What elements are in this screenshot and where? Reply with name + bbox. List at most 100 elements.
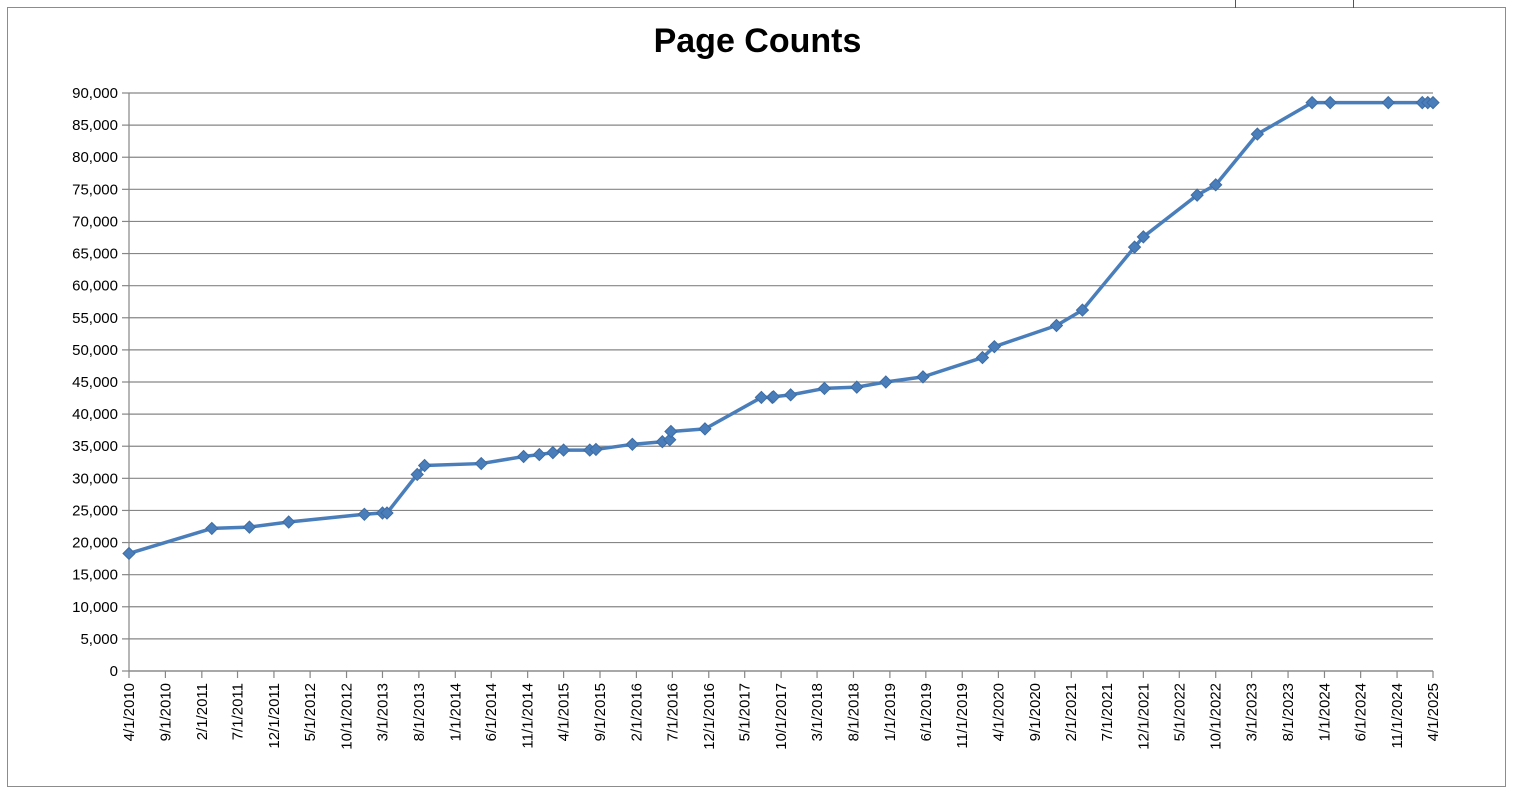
y-tick-label: 70,000 [72, 213, 118, 230]
data-point [1426, 95, 1440, 110]
series-line [127, 100, 1435, 556]
x-tick-label: 6/1/2024 [1353, 683, 1370, 741]
x-tick-label: 1/1/2024 [1316, 683, 1333, 741]
y-tick-label: 15,000 [72, 567, 118, 584]
y-tick-label: 55,000 [72, 310, 118, 327]
x-tick-label: 5/1/2017 [737, 683, 754, 741]
data-point [589, 442, 603, 457]
x-tick-label: 4/1/2025 [1425, 683, 1442, 741]
data-point [1049, 318, 1064, 333]
x-tick-label: 12/1/2021 [1135, 683, 1152, 750]
x-tick-label: 2/1/2016 [628, 683, 645, 741]
axes [122, 92, 1434, 678]
x-tick-label: 7/1/2011 [230, 683, 247, 740]
y-tick-label: 80,000 [72, 149, 118, 166]
data-point [556, 443, 571, 457]
data-point [1190, 188, 1204, 202]
x-tick-label: 11/1/2019 [954, 683, 971, 749]
x-tick-label: 11/1/2014 [520, 683, 537, 749]
y-tick-labels: 0 5,000 10,000 15,000 20,000 25,000 30,000 35,0… [72, 85, 118, 680]
x-tick-label: 8/1/2018 [845, 683, 862, 741]
data-point [357, 507, 372, 522]
x-tick-label: 3/1/2018 [809, 683, 826, 741]
x-tick-label: 5/1/2012 [302, 683, 319, 741]
data-point [754, 390, 769, 405]
x-tick-label: 11/1/2024 [1389, 683, 1406, 749]
x-tick-labels: 4/1/2010 9/1/2010 2/1/2011 7/1/2011 12/1/201… [121, 683, 1442, 750]
y-tick-label: 45,000 [72, 374, 118, 391]
x-tick-label: 4/1/2015 [556, 683, 573, 741]
y-tick-label: 60,000 [72, 278, 118, 295]
x-tick-label: 9/1/2015 [592, 683, 609, 741]
data-point [281, 515, 296, 529]
x-tick-label: 9/1/2010 [157, 683, 174, 741]
gridlines [129, 92, 1433, 672]
data-point [516, 449, 531, 464]
data-point [532, 447, 547, 462]
x-tick-label: 7/1/2016 [664, 683, 681, 741]
x-tick-label: 1/1/2019 [882, 683, 899, 741]
data-point [242, 520, 257, 534]
y-tick-label: 5,000 [80, 631, 118, 648]
x-tick-label: 3/1/2013 [374, 683, 391, 741]
x-tick-label: 1/1/2014 [447, 683, 464, 741]
data-point [1136, 230, 1151, 244]
window-edge-mark [1235, 0, 1236, 8]
data-point [664, 424, 678, 439]
data-point [380, 506, 394, 520]
data-point [122, 546, 136, 561]
data-point [1250, 127, 1265, 141]
x-tick-label: 6/1/2019 [918, 683, 935, 741]
x-tick-label: 6/1/2014 [483, 683, 500, 741]
y-tick-label: 20,000 [72, 535, 118, 552]
data-point [879, 375, 893, 389]
data-point [410, 467, 424, 482]
data-point [783, 388, 798, 402]
x-tick-label: 4/1/2020 [990, 683, 1007, 741]
data-point [474, 456, 488, 471]
y-tick-label: 75,000 [72, 181, 118, 198]
x-tick-label: 2/1/2011 [194, 683, 211, 740]
x-tick-label: 8/1/2013 [411, 683, 428, 741]
y-tick-label: 10,000 [72, 599, 118, 616]
y-tick-label: 40,000 [72, 406, 118, 423]
x-tick-label: 2/1/2021 [1063, 683, 1080, 741]
data-point [817, 381, 832, 396]
x-tick-label: 4/1/2010 [121, 683, 138, 741]
data-point [1381, 95, 1395, 110]
data-point [1208, 178, 1223, 192]
data-point [417, 458, 432, 473]
x-tick-label: 12/1/2011 [266, 683, 283, 749]
y-tick-label: 65,000 [72, 246, 118, 263]
x-tick-label: 7/1/2021 [1099, 683, 1116, 741]
y-tick-label: 0 [110, 663, 118, 680]
x-tick-label: 3/1/2023 [1244, 683, 1261, 741]
x-tick-label: 8/1/2023 [1280, 683, 1297, 741]
data-point [663, 433, 677, 447]
data-point [205, 521, 219, 536]
data-point [698, 422, 712, 436]
data-point [850, 380, 864, 394]
data-point [975, 350, 990, 365]
x-tick-label: 10/1/2017 [773, 683, 790, 750]
y-tick-label: 25,000 [72, 502, 118, 519]
data-point [1127, 240, 1142, 254]
y-tick-label: 85,000 [72, 117, 118, 134]
chart-title: Page Counts [653, 22, 862, 60]
x-tick-label: 9/1/2020 [1027, 683, 1044, 741]
data-point [1075, 303, 1090, 317]
y-tick-label: 35,000 [72, 438, 118, 455]
data-point [987, 339, 1002, 354]
data-point [766, 390, 781, 404]
y-tick-label: 90,000 [72, 85, 118, 102]
window-edge-mark [1353, 0, 1354, 8]
x-tick-label: 12/1/2016 [701, 683, 718, 750]
x-tick-label: 10/1/2012 [339, 683, 356, 750]
data-point [1305, 95, 1319, 110]
data-point [625, 437, 640, 452]
series-page-counts [122, 95, 1440, 561]
y-tick-label: 30,000 [72, 470, 118, 487]
data-point [546, 445, 560, 460]
x-tick-label: 10/1/2022 [1208, 683, 1225, 750]
